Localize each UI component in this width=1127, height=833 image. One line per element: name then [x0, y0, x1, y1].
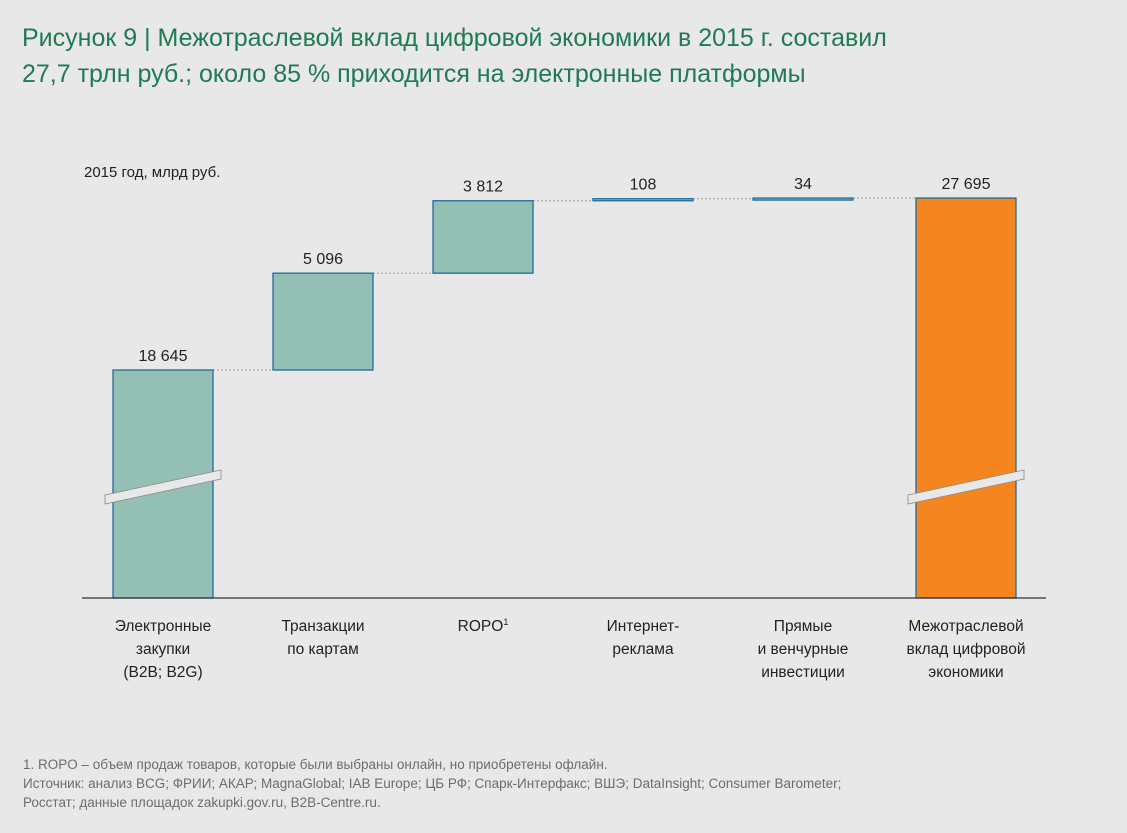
chart-title-line-2: 27,7 трлн руб.; около 85 % приходится на… [22, 60, 806, 88]
value-label-5: 34 [794, 176, 812, 193]
units-label: 2015 год, млрд руб. [84, 164, 221, 181]
category-label-1-line-1: Электронные [114, 618, 212, 635]
category-label-1-line-2: закупки [135, 641, 191, 658]
category-label-6-line-3: экономики [928, 664, 1004, 681]
category-label-4-line-1: Интернет- [606, 618, 680, 635]
value-label-3: 3 812 [463, 179, 503, 196]
category-label-2-line-2: по картам [287, 641, 359, 658]
bar-5 [752, 197, 854, 201]
source-line-1: Источник: анализ BCG; ФРИИ; АКАР; MagnaG… [23, 776, 842, 791]
value-label-2: 5 096 [303, 251, 343, 268]
category-label-5-line-1: Прямые [773, 618, 833, 635]
chart-title-line-1: Рисунок 9 | Межотраслевой вклад цифровой… [22, 24, 887, 52]
category-label-6-line-1: Межотраслевой [908, 618, 1024, 635]
category-label-2: Транзакции по картам [238, 615, 408, 661]
ropo-footnote-mark: 1 [503, 616, 509, 627]
category-label-2-line-1: Транзакции [281, 618, 365, 635]
category-label-5: Прямые и венчурные инвестиции [718, 615, 888, 684]
footnote-ropo: 1. ROPO – объем продаж товаров, которые … [23, 757, 608, 772]
bar-6 [915, 197, 1017, 599]
category-label-4: Интернет-реклама [558, 615, 728, 661]
value-label-1: 18 645 [139, 348, 188, 365]
category-label-1: Электронные закупки (B2B; B2G) [78, 615, 248, 684]
axis-break-6 [907, 469, 1025, 505]
category-label-5-line-3: инвестиции [761, 664, 845, 681]
bar-3 [432, 200, 534, 274]
category-label-5-line-2: и венчурные [757, 641, 849, 658]
category-label-3-line-1: ROPO1 [457, 616, 509, 635]
axis-break-1 [104, 469, 222, 505]
value-label-4: 108 [630, 177, 657, 194]
chart-title: Рисунок 9 | Межотраслевой вклад цифровой… [22, 20, 1112, 92]
source-line-2: Росстат; данные площадок zakupki.gov.ru,… [23, 795, 381, 810]
category-label-1-line-3: (B2B; B2G) [123, 664, 203, 681]
chart-footer: 1. ROPO – объем продаж товаров, которые … [23, 755, 841, 812]
bar-2 [272, 272, 374, 371]
category-label-3: ROPO1 [398, 615, 568, 638]
category-label-4-line-2: реклама [612, 641, 674, 658]
category-label-6-line-2: вклад цифровой [906, 641, 1026, 658]
category-label-6: Межотраслевой вклад цифровой экономики [881, 615, 1051, 684]
value-label-6: 27 695 [942, 176, 991, 193]
bar-4 [592, 198, 694, 202]
